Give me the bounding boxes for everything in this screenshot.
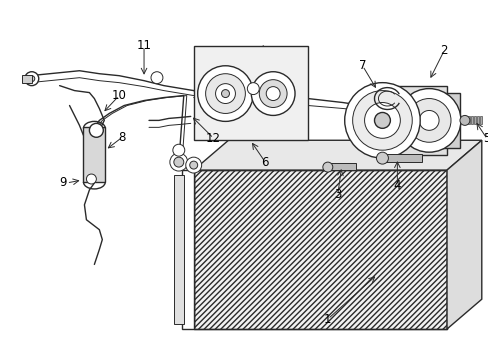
Circle shape [247, 83, 259, 95]
Circle shape [25, 72, 39, 86]
Bar [391, 86, 446, 155]
Circle shape [352, 91, 411, 150]
Circle shape [374, 112, 389, 129]
Text: 1: 1 [324, 312, 331, 325]
Text: 6: 6 [261, 156, 268, 168]
Circle shape [89, 123, 103, 137]
Bar [193, 170, 446, 329]
Bar [479, 116, 481, 124]
Circle shape [197, 66, 253, 121]
Circle shape [189, 161, 197, 169]
Polygon shape [193, 140, 481, 170]
Bar [83, 127, 105, 182]
Bar [193, 46, 307, 140]
Text: 9: 9 [59, 176, 66, 189]
Text: 4: 4 [393, 180, 400, 193]
Bar [473, 116, 475, 124]
Bar [467, 116, 469, 124]
Circle shape [265, 87, 280, 100]
Bar [464, 116, 467, 124]
Circle shape [418, 111, 438, 130]
Circle shape [364, 103, 400, 138]
Bar [470, 116, 472, 124]
Text: 3: 3 [333, 188, 341, 201]
Bar [193, 170, 446, 329]
Bar [382, 154, 421, 162]
Bar [476, 116, 478, 124]
Text: 10: 10 [112, 89, 126, 102]
Circle shape [215, 84, 235, 104]
Text: 11: 11 [136, 39, 151, 53]
Text: 2: 2 [439, 44, 447, 57]
Circle shape [344, 83, 419, 158]
Circle shape [407, 99, 450, 142]
Text: 12: 12 [205, 132, 221, 145]
Circle shape [322, 162, 332, 172]
Text: 8: 8 [118, 131, 125, 144]
Circle shape [172, 144, 184, 156]
Bar [182, 170, 193, 329]
Circle shape [174, 157, 183, 167]
Text: 7: 7 [358, 59, 366, 72]
Circle shape [86, 174, 96, 184]
Circle shape [259, 80, 286, 108]
Circle shape [221, 90, 229, 98]
Bar [441, 93, 459, 148]
Bar [327, 163, 355, 170]
Circle shape [185, 157, 201, 173]
Circle shape [29, 76, 35, 82]
Bar [22, 75, 32, 83]
Circle shape [251, 72, 294, 116]
Circle shape [376, 152, 387, 164]
Polygon shape [446, 140, 481, 329]
Bar [174, 175, 183, 324]
Circle shape [205, 74, 245, 113]
Circle shape [397, 89, 460, 152]
Circle shape [169, 153, 187, 171]
Text: 5: 5 [482, 132, 488, 145]
Circle shape [151, 72, 163, 84]
Circle shape [459, 116, 469, 125]
